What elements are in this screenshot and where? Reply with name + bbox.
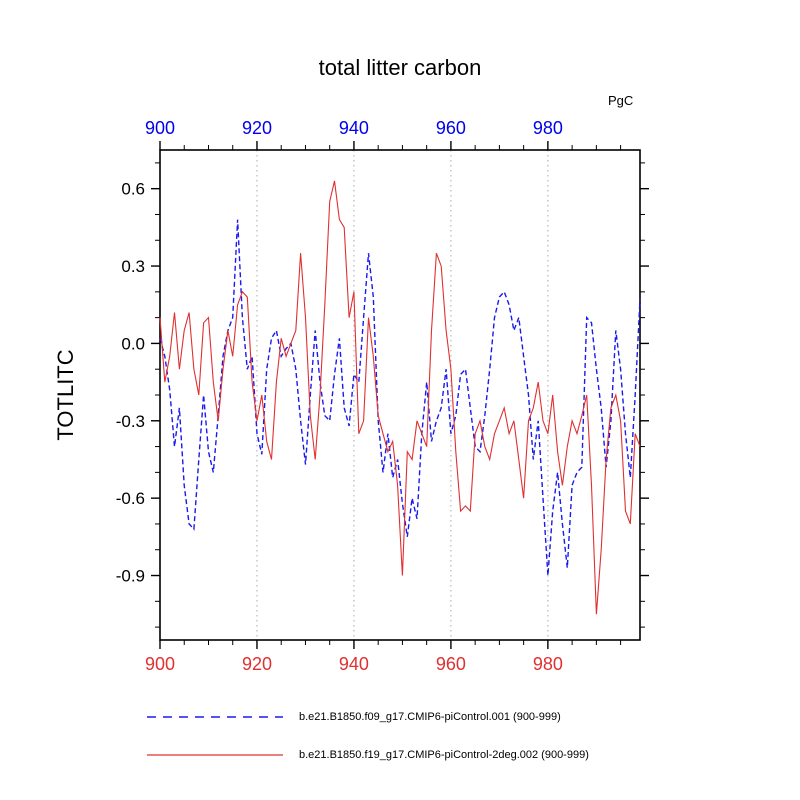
x-tick-label-bottom-900: 900 xyxy=(145,654,175,674)
plot-frame xyxy=(159,149,641,641)
legend-label-red: b.e21.B1850.f19_g17.CMIP6-piControl-2deg… xyxy=(299,749,589,761)
units-label: PgC xyxy=(608,93,634,108)
x-tick-label-top-900: 900 xyxy=(145,118,175,138)
x-tick-label-bottom-920: 920 xyxy=(242,654,272,674)
x-tick-label-top-920: 920 xyxy=(242,118,272,138)
x-tick-label-bottom-980: 980 xyxy=(533,654,563,674)
legend-label-blue: b.e21.B1850.f09_g17.CMIP6-piControl.001 … xyxy=(299,711,561,723)
y-tick-label--0.6: -0.6 xyxy=(116,489,145,508)
y-tick-label--0.3: -0.3 xyxy=(116,412,145,431)
series-line-1 xyxy=(159,180,641,615)
x-tick-label-top-960: 960 xyxy=(436,118,466,138)
x-tick-label-bottom-940: 940 xyxy=(339,654,369,674)
y-tick-label--0.9: -0.9 xyxy=(116,567,145,586)
x-tick-label-bottom-960: 960 xyxy=(436,654,466,674)
x-tick-label-top-980: 980 xyxy=(533,118,563,138)
legend-line-dashed-icon xyxy=(147,716,283,718)
chart-title: total litter carbon xyxy=(318,55,482,80)
x-tick-label-top-940: 940 xyxy=(339,118,369,138)
legend-item-red: b.e21.B1850.f19_g17.CMIP6-piControl-2deg… xyxy=(145,743,705,767)
legend-line-solid-icon xyxy=(147,754,283,756)
legend-item-blue: b.e21.B1850.f09_g17.CMIP6-piControl.001 … xyxy=(145,705,705,729)
y-tick-label-0.3: 0.3 xyxy=(121,257,145,276)
legend: b.e21.B1850.f09_g17.CMIP6-piControl.001 … xyxy=(145,705,705,781)
y-tick-label-0: 0.0 xyxy=(121,334,145,353)
y-tick-label-0.6: 0.6 xyxy=(121,180,145,199)
series-line-0 xyxy=(159,219,641,576)
